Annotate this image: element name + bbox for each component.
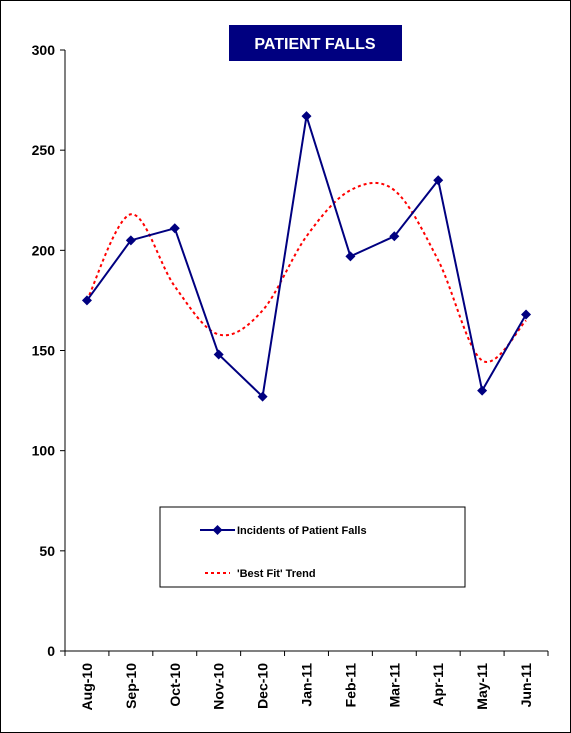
data-point-marker [81,295,92,306]
y-tick-label: 150 [32,343,56,359]
x-tick-label: Aug-10 [79,663,95,711]
y-tick-label: 50 [39,543,55,559]
chart-title-background [229,25,402,61]
data-point-marker [433,175,444,186]
x-tick-label: Sep-10 [123,663,139,709]
y-tick-label: 100 [32,443,56,459]
chart-title-text: PATIENT FALLS [254,36,376,53]
data-point-marker [169,223,180,234]
data-point-marker [213,349,224,360]
y-tick-label: 0 [47,643,55,659]
y-tick-label: 200 [32,242,56,258]
chart-title: PATIENT FALLS [229,25,402,61]
legend-label-trend: 'Best Fit' Trend [237,568,316,580]
data-point-marker [477,385,488,396]
data-point-marker [345,251,356,262]
x-tick-label: Jan-11 [299,663,315,707]
x-tick-label: Mar-11 [386,663,402,708]
x-tick-label: Oct-10 [167,663,183,707]
y-tick-label: 250 [32,142,56,158]
x-tick-label: Nov-10 [211,663,227,710]
data-point-marker [125,235,136,246]
data-point-marker [301,111,312,122]
x-tick-label: Feb-11 [342,663,358,708]
legend-marker-incidents [212,525,223,535]
legend-label-incidents: Incidents of Patient Falls [237,525,367,537]
tick-labels: 0 50 100 150 200 250 300 Aug-10 Sep-10 Oct-10 Nov-… [32,42,534,710]
data-point-marker [389,231,400,242]
data-point-marker [521,309,532,320]
legend: Incidents of Patient Falls 'Best Fit' Tr… [159,506,466,588]
axes [60,49,549,656]
data-point-marker [257,391,268,402]
series-line-best-fit-trend [86,181,527,363]
x-tick-label: May-11 [474,663,490,710]
x-tick-label: Dec-10 [255,663,271,709]
x-tick-label: Jun-11 [518,663,534,708]
series-line-incidents [86,115,527,399]
series-layer [81,111,532,402]
y-tick-label: 300 [32,42,56,58]
x-tick-label: Apr-11 [430,663,446,707]
legend-box [159,506,466,588]
